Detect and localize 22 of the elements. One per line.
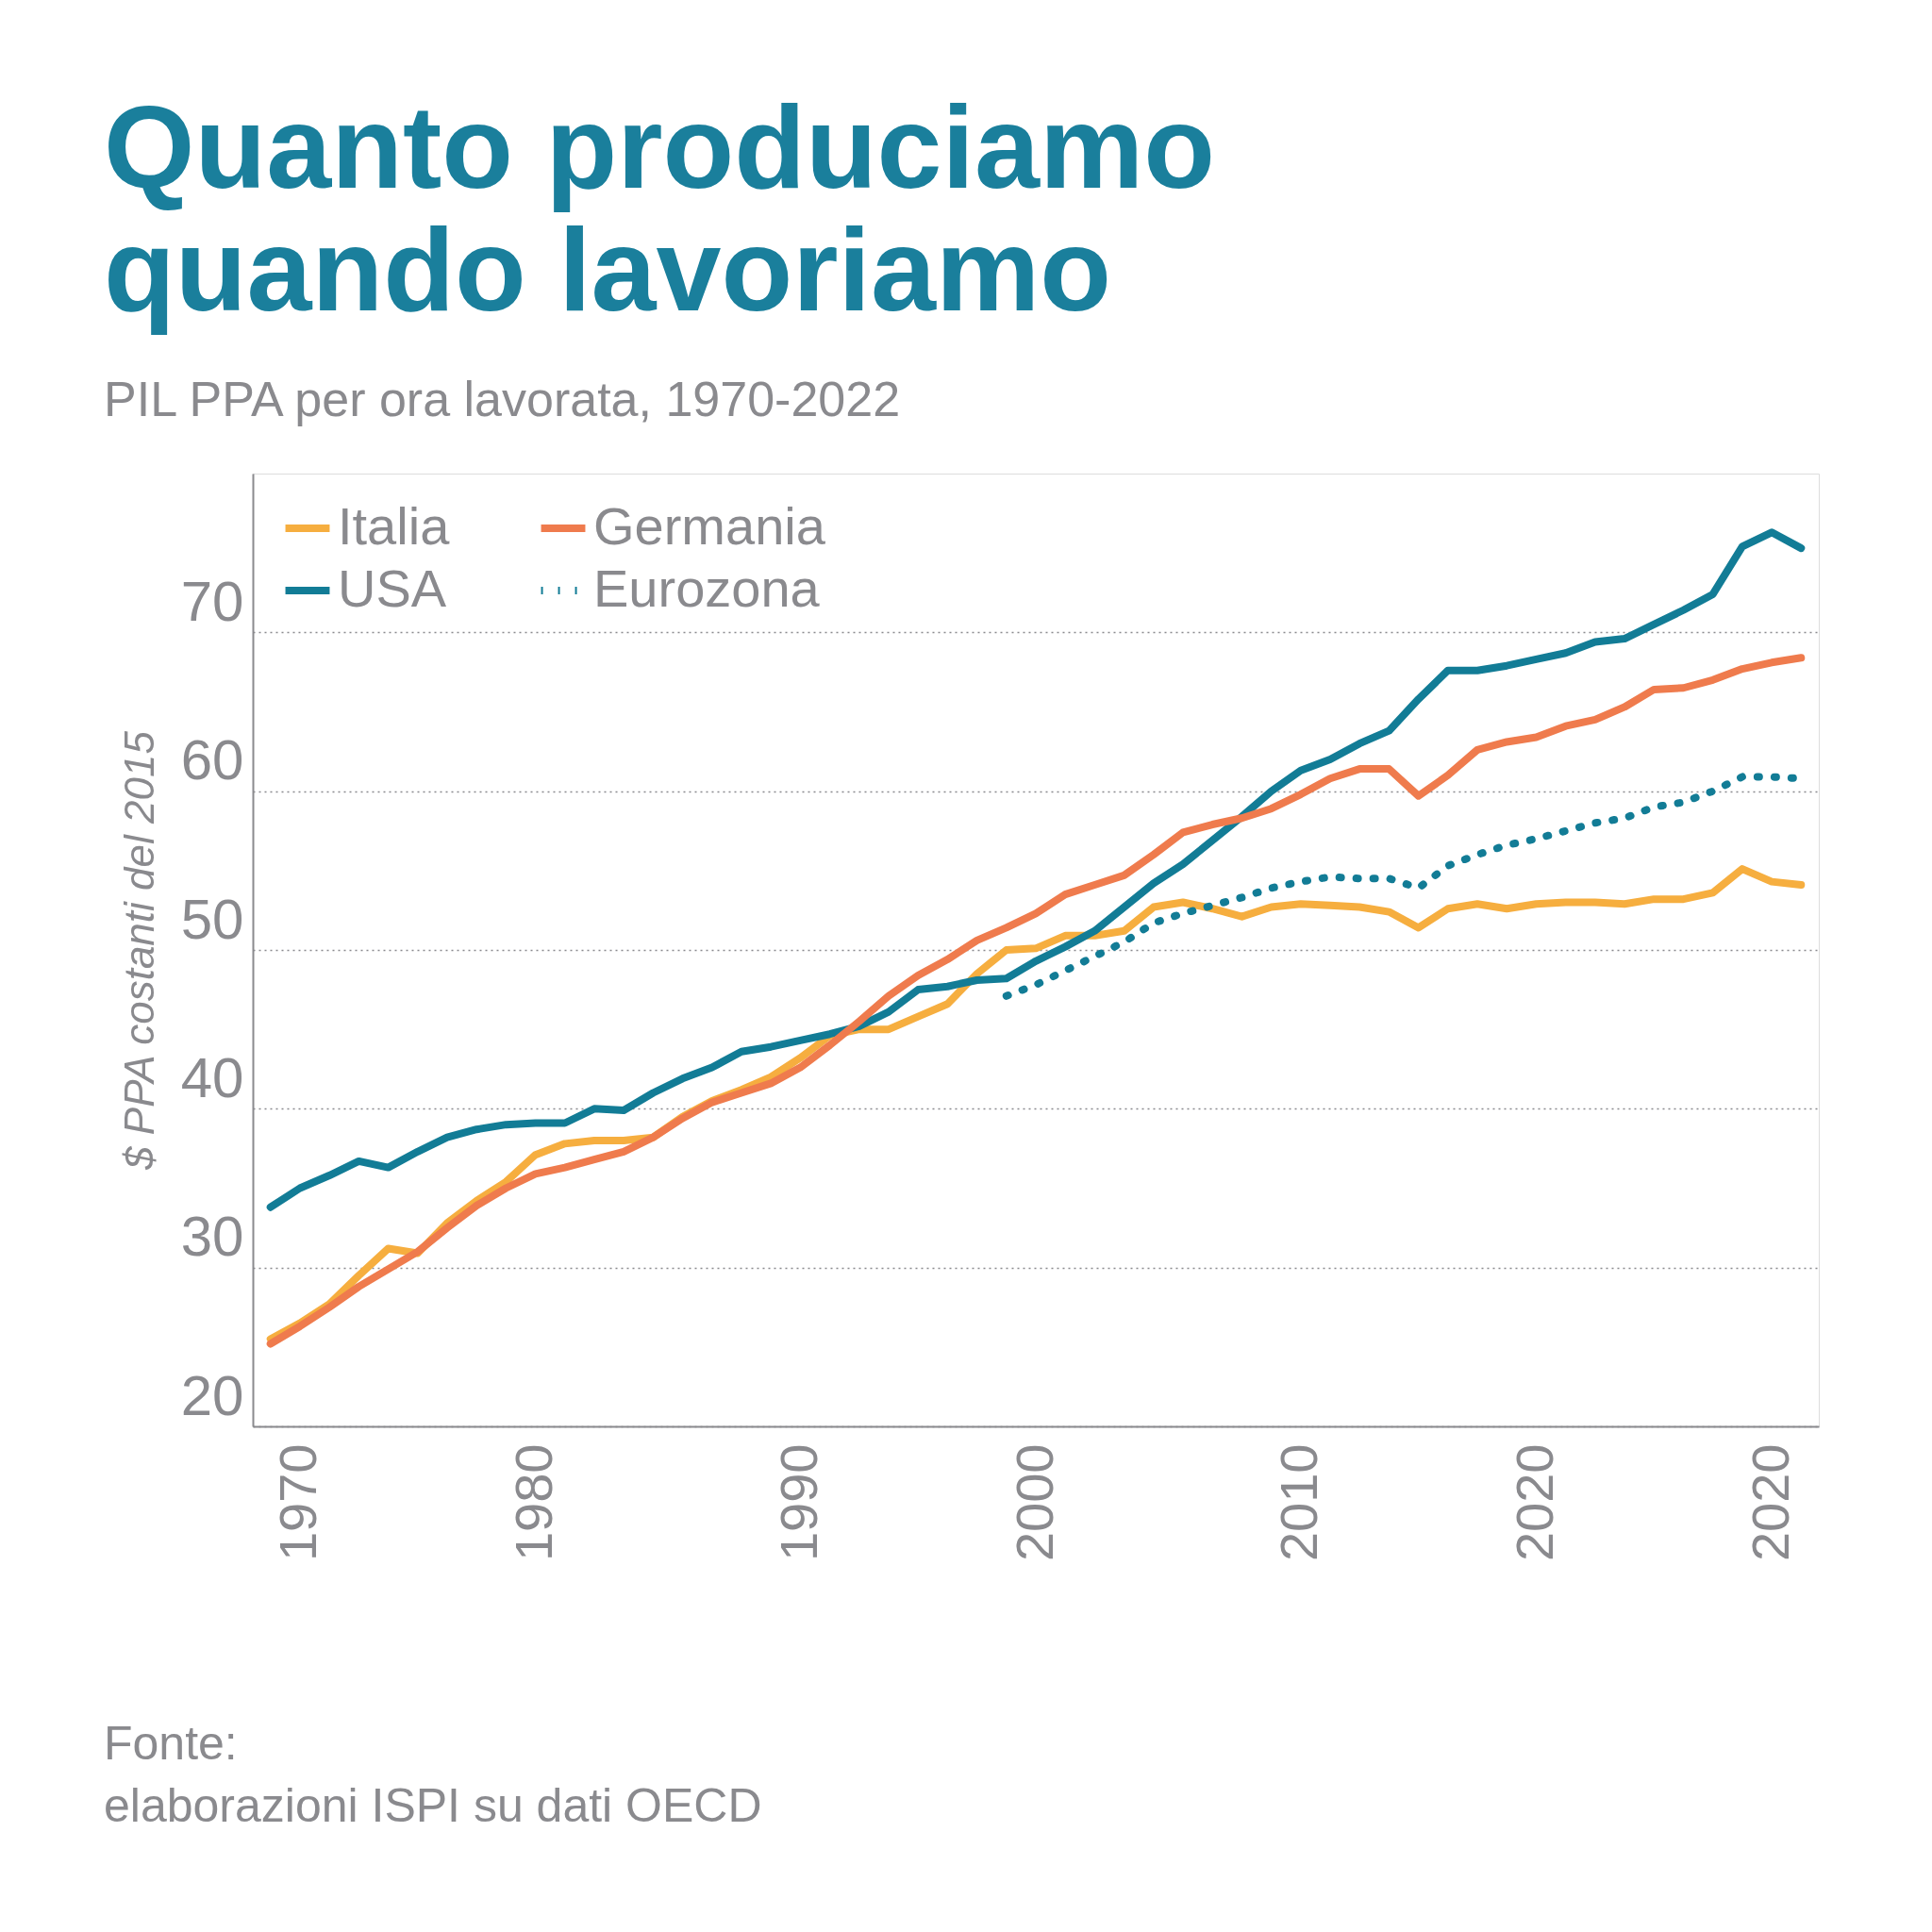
y-tick-label: 70	[180, 569, 244, 633]
x-tick-label: 1980	[504, 1443, 564, 1562]
y-tick-label: 50	[180, 887, 244, 951]
legend-label: Italia	[338, 496, 451, 556]
x-tick-label: 2020	[1740, 1443, 1800, 1562]
y-tick-label: 20	[180, 1363, 244, 1427]
y-tick-label: 30	[180, 1205, 244, 1269]
legend-label: Germania	[593, 496, 826, 556]
x-tick-label: 2000	[1004, 1443, 1064, 1562]
x-tick-label: 2010	[1269, 1443, 1329, 1562]
y-tick-label: 60	[180, 728, 244, 792]
chart-title: Quanto produciamo quando lavoriamo	[104, 82, 1215, 335]
legend-label: Eurozona	[593, 558, 821, 618]
source-note: Fonte:	[104, 1717, 238, 1770]
y-axis-title: $ PPA costanti del 2015	[115, 730, 162, 1171]
legend-label: USA	[338, 558, 447, 618]
x-tick-label: 2020	[1504, 1443, 1564, 1562]
chart-subtitle: PIL PPA per ora lavorata, 1970-2022	[104, 372, 901, 426]
text: elaborazioni ISPI su dati OECD	[104, 1779, 762, 1832]
x-tick-label: 1990	[768, 1443, 828, 1562]
x-tick-label: 1970	[268, 1443, 328, 1562]
y-tick-label: 40	[180, 1045, 244, 1109]
